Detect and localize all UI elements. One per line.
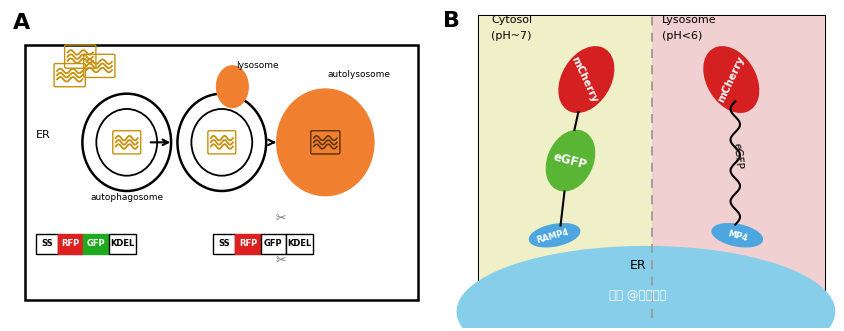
Text: eGFP: eGFP [551,150,588,171]
Ellipse shape [546,130,594,191]
Text: Cytosol: Cytosol [490,15,532,25]
Text: SS: SS [219,239,230,248]
FancyBboxPatch shape [261,234,285,254]
FancyBboxPatch shape [285,234,313,254]
Text: MP4: MP4 [726,229,747,243]
Text: autophagosome: autophagosome [90,193,163,202]
Text: ✂: ✂ [275,212,286,225]
FancyBboxPatch shape [25,45,418,300]
Text: KDEL: KDEL [287,239,311,248]
Text: lysosome: lysosome [236,61,279,70]
Text: 知乎 @汉恒生物: 知乎 @汉恒生物 [609,289,666,302]
Text: KDEL: KDEL [110,239,134,248]
Ellipse shape [711,224,761,247]
Ellipse shape [703,47,758,112]
Text: Lysosome: Lysosome [661,15,716,25]
Text: ER: ER [36,130,51,140]
Text: RFP: RFP [239,239,257,248]
Text: RAMP4: RAMP4 [535,228,569,245]
Ellipse shape [216,66,248,108]
Ellipse shape [529,224,579,247]
Text: ✂: ✂ [275,254,286,267]
Text: autolysosome: autolysosome [327,71,390,79]
Text: SS: SS [41,239,52,248]
FancyBboxPatch shape [651,16,824,318]
FancyBboxPatch shape [235,234,260,254]
Ellipse shape [457,247,834,331]
FancyBboxPatch shape [109,234,136,254]
Text: (pH~7): (pH~7) [490,31,531,41]
Ellipse shape [559,47,613,112]
FancyBboxPatch shape [84,234,109,254]
Text: GFP: GFP [86,239,106,248]
Text: (pH<6): (pH<6) [661,31,701,41]
FancyBboxPatch shape [213,234,235,254]
Text: mCherry: mCherry [569,55,598,104]
Text: RFP: RFP [62,239,79,248]
Circle shape [277,89,374,196]
Text: A: A [13,13,30,32]
Text: GFP: GFP [263,239,283,248]
FancyBboxPatch shape [479,16,824,318]
Text: eGFP: eGFP [730,142,743,169]
FancyBboxPatch shape [36,234,57,254]
FancyBboxPatch shape [57,234,84,254]
FancyBboxPatch shape [479,16,651,318]
Text: mCherry: mCherry [716,55,745,104]
Text: B: B [443,11,460,31]
Text: ER: ER [629,259,646,272]
